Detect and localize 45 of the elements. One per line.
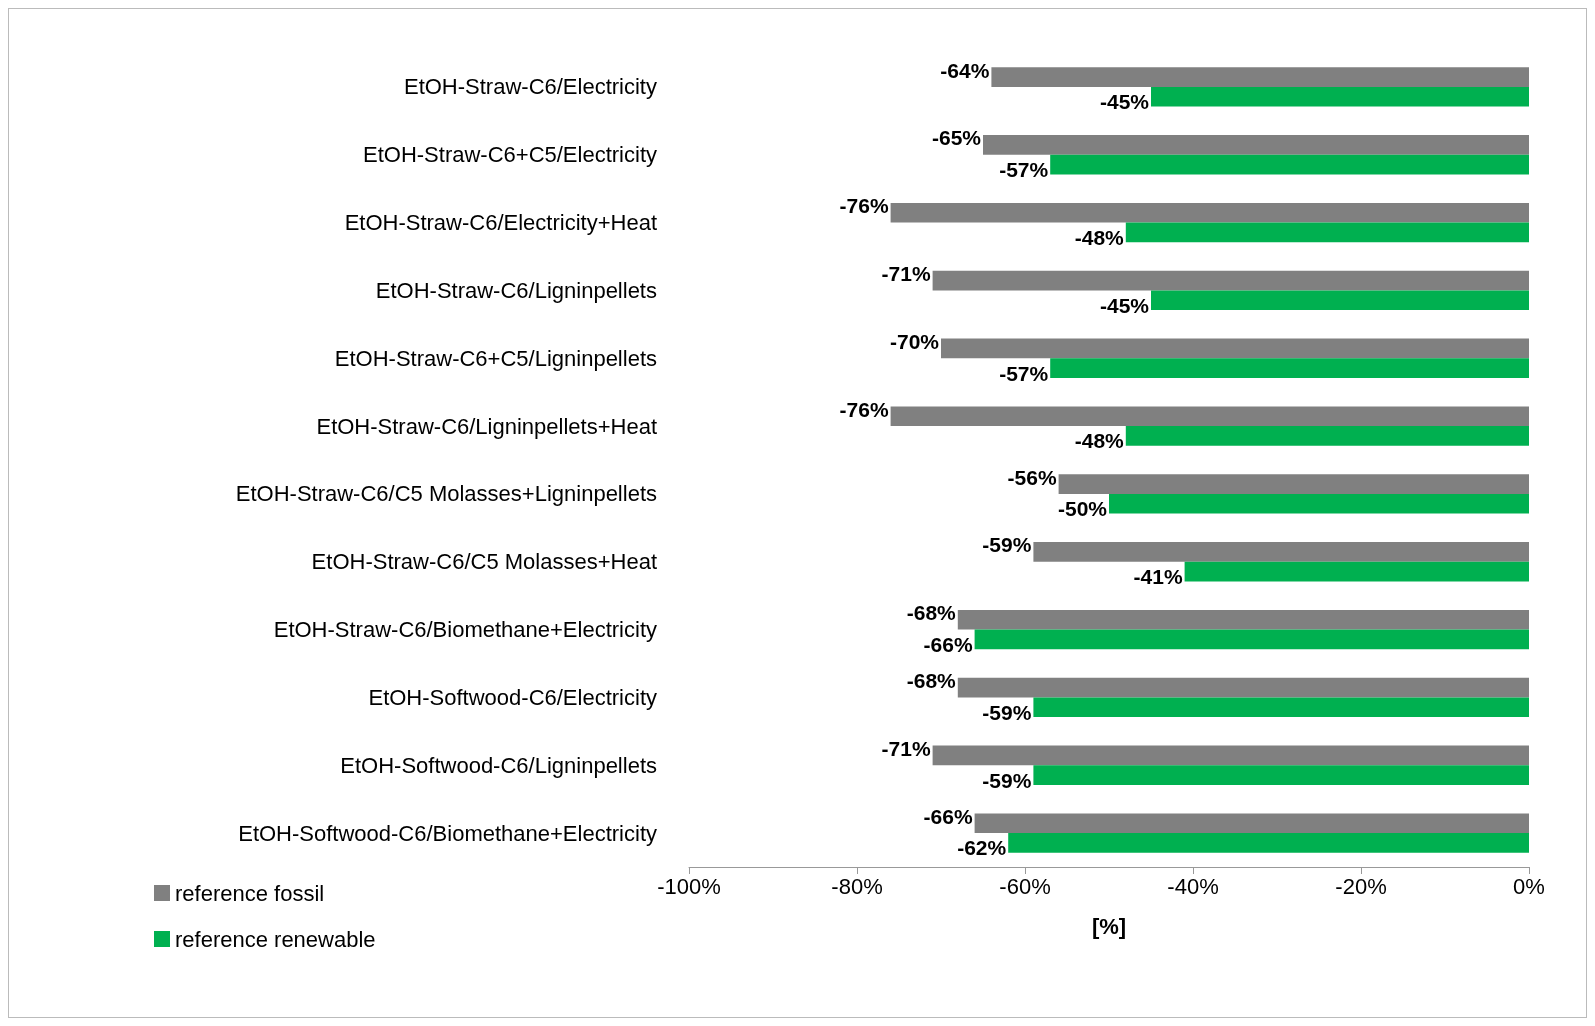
x-axis-title: [%] xyxy=(1091,913,1127,939)
data-label: -59% xyxy=(982,533,1032,557)
data-label: -76% xyxy=(839,194,889,218)
data-label: -66% xyxy=(923,804,973,828)
data-label: -41% xyxy=(1133,565,1183,589)
x-tick-label: -20% xyxy=(1335,873,1387,899)
data-label: -64% xyxy=(940,58,990,82)
data-label: -48% xyxy=(1074,225,1125,249)
legend-label: reference renewable xyxy=(175,926,376,952)
y-tick-label: EtOH-Straw-C6/C5 Molasses+Ligninpellets xyxy=(235,481,657,507)
x-tick-label: 0% xyxy=(1513,873,1545,899)
data-label: -66% xyxy=(923,632,973,656)
y-tick-label: EtOH-Straw-C6/Biomethane+Electricity xyxy=(273,617,657,643)
data-label: -62% xyxy=(957,836,1007,860)
x-tick-label: -60% xyxy=(999,873,1051,899)
data-label: -65% xyxy=(931,126,982,150)
y-tick-label: EtOH-Straw-C6/Ligninpellets xyxy=(375,277,657,303)
data-label: -57% xyxy=(999,361,1049,385)
data-label: -68% xyxy=(906,669,957,693)
data-label: -71% xyxy=(881,736,931,760)
data-label: -76% xyxy=(839,397,889,421)
data-label: -50% xyxy=(1057,497,1108,521)
data-label: -68% xyxy=(906,601,957,625)
legend-label: reference fossil xyxy=(175,880,325,906)
y-tick-label: EtOH-Straw-C6/Ligninpellets+Heat xyxy=(316,413,657,439)
data-label: -56% xyxy=(1007,465,1057,489)
y-tick-label: EtOH-Straw-C6+C5/Ligninpellets xyxy=(334,345,657,371)
data-label: -45% xyxy=(1099,90,1150,114)
y-tick-label: EtOH-Softwood-C6/Electricity xyxy=(368,684,657,710)
data-label: -70% xyxy=(889,329,940,353)
data-label: -59% xyxy=(982,768,1032,792)
data-label: -45% xyxy=(1099,293,1150,317)
data-label: -48% xyxy=(1074,429,1125,453)
y-tick-label: EtOH-Softwood-C6/Ligninpellets xyxy=(340,752,657,778)
data-label: -59% xyxy=(982,700,1032,724)
y-tick-label: EtOH-Straw-C6/C5 Molasses+Heat xyxy=(311,549,657,575)
y-tick-label: EtOH-Straw-C6/Electricity+Heat xyxy=(344,210,657,236)
y-tick-label: EtOH-Straw-C6+C5/Electricity xyxy=(362,142,657,168)
x-tick-label: -100% xyxy=(657,873,721,899)
x-tick-label: -80% xyxy=(831,873,883,899)
x-tick-label: -40% xyxy=(1167,873,1219,899)
y-tick-label: EtOH-Straw-C6/Electricity xyxy=(403,74,657,100)
y-tick-label: EtOH-Softwood-C6/Biomethane+Electricity xyxy=(238,820,657,846)
data-label: -57% xyxy=(999,158,1049,182)
data-label: -71% xyxy=(881,262,931,286)
